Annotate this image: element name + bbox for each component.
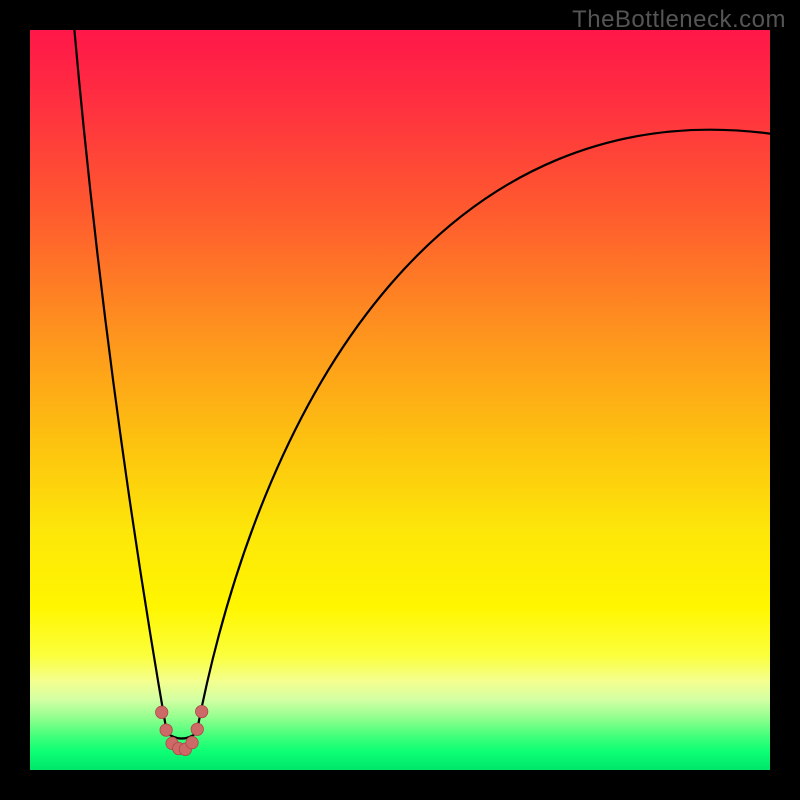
chart-container: TheBottleneck.com [0, 0, 800, 800]
bottleneck-chart [0, 0, 800, 800]
watermark-text: TheBottleneck.com [572, 6, 786, 34]
